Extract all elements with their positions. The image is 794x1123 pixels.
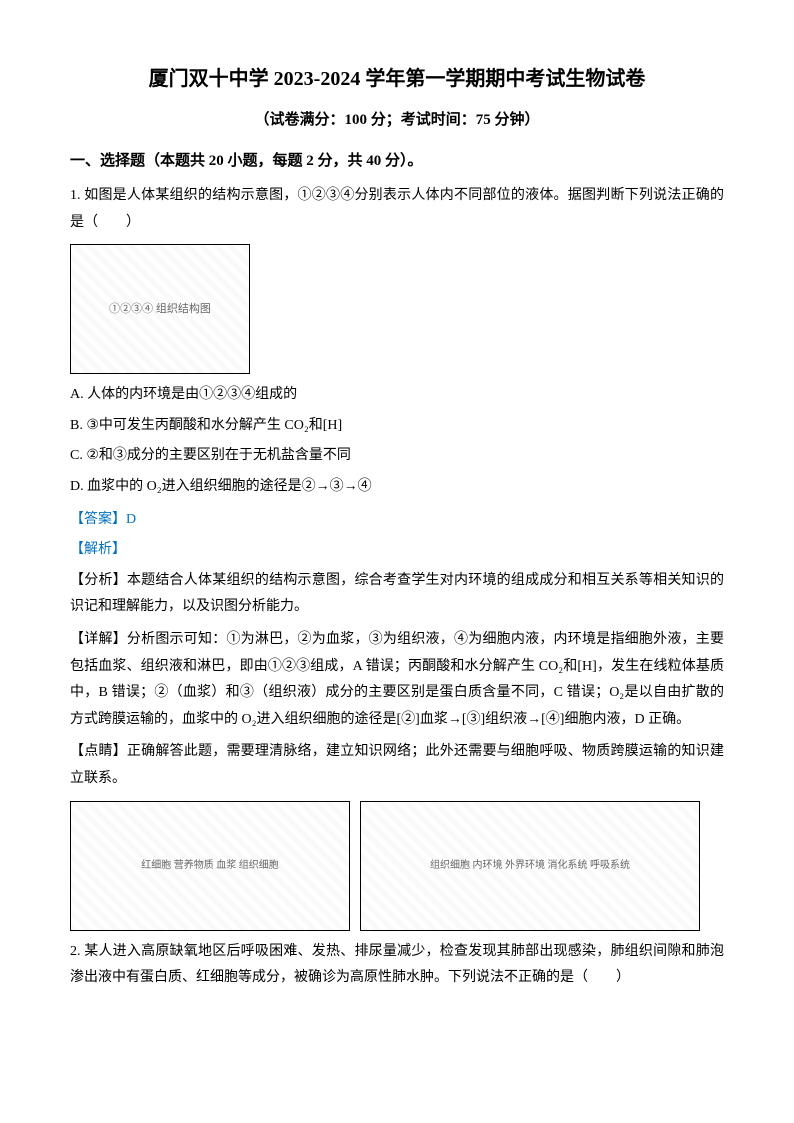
figure-bottom-right: 组织细胞 内环境 外界环境 消化系统 呼吸系统 bbox=[360, 801, 700, 931]
option-b: B. ③中可发生丙酮酸和水分解产生 CO₂和[H] bbox=[70, 413, 724, 440]
analysis-3: 【点睛】正确解答此题，需要理清脉络，建立知识网络；此外还需要与细胞呼吸、物质跨膜… bbox=[70, 739, 724, 792]
figure-label: ①②③④ 组织结构图 bbox=[109, 299, 211, 320]
option-a: A. 人体的内环境是由①②③④组成的 bbox=[70, 382, 724, 409]
option-c: C. ②和③成分的主要区别在于无机盐含量不同 bbox=[70, 443, 724, 470]
analysis-label: 【解析】 bbox=[70, 537, 724, 564]
question1-text: 1. 如图是人体某组织的结构示意图，①②③④分别表示人体内不同部位的液体。据图判… bbox=[70, 183, 724, 236]
analysis-2: 【详解】分析图示可知：①为淋巴，②为血浆，③为组织液，④为细胞内液，内环境是指细… bbox=[70, 627, 724, 733]
exam-subtitle: （试卷满分：100 分；考试时间：75 分钟） bbox=[70, 106, 724, 135]
exam-title: 厦门双十中学 2023-2024 学年第一学期期中考试生物试卷 bbox=[70, 60, 724, 98]
answer-label: 【答案】D bbox=[70, 507, 724, 534]
figure-bottom-left: 红细胞 营养物质 血浆 组织细胞 bbox=[70, 801, 350, 931]
figure-right-label: 组织细胞 内环境 外界环境 消化系统 呼吸系统 bbox=[430, 856, 630, 875]
option-d: D. 血浆中的 O₂进入组织细胞的途径是②→③→④ bbox=[70, 474, 724, 501]
question1-figure: ①②③④ 组织结构图 bbox=[70, 244, 250, 374]
figure-left-label: 红细胞 营养物质 血浆 组织细胞 bbox=[141, 856, 279, 875]
figure-bottom-container: 红细胞 营养物质 血浆 组织细胞 组织细胞 内环境 外界环境 消化系统 呼吸系统 bbox=[70, 801, 724, 931]
question2-text: 2. 某人进入高原缺氧地区后呼吸困难、发热、排尿量减少，检查发现其肺部出现感染，… bbox=[70, 939, 724, 992]
analysis-1: 【分析】本题结合人体某组织的结构示意图，综合考查学生对内环境的组成成分和相互关系… bbox=[70, 568, 724, 621]
section-header: 一、选择题（本题共 20 小题，每题 2 分，共 40 分）。 bbox=[70, 147, 724, 176]
